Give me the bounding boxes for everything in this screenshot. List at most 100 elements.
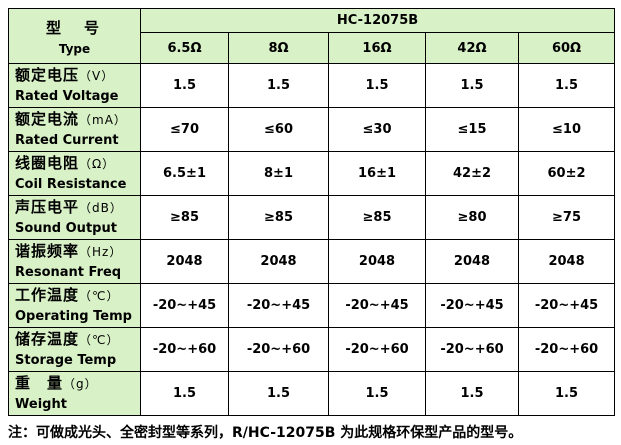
row-label-unit: （V）: [79, 68, 115, 83]
value-cell: 1.5: [517, 371, 616, 416]
value-cell: -20~+45: [425, 283, 519, 328]
row-label-unit: （dB）: [79, 200, 123, 215]
value-cell: ≥80: [425, 195, 519, 240]
value-cell: 2048: [228, 239, 329, 284]
value-cell: 2048: [517, 239, 616, 284]
value-cell: 1.5: [425, 371, 519, 416]
row-label-unit: （Ω）: [79, 156, 116, 171]
value-cell: ≤15: [425, 107, 519, 152]
value-cell: 2048: [328, 239, 426, 284]
value-cell: ≤60: [228, 107, 329, 152]
row-label-cn: 重 量: [15, 373, 64, 392]
row-label-en: Sound Output: [15, 220, 117, 236]
data-row: 线圈电阻（Ω） Coil Resistance 6.5±1 8±1 16±1 42±2 60…: [8, 151, 616, 196]
row-label: 谐振频率（Hz） Resonant Freq: [8, 239, 141, 284]
value-cell: 2048: [425, 239, 519, 284]
row-label: 额定电流（mA） Rated Current: [8, 107, 141, 152]
value-cell: 2048: [140, 239, 229, 284]
row-label: 声压电平（dB） Sound Output: [8, 195, 141, 240]
row-label-cn: 储存温度: [15, 329, 80, 348]
row-label-cn-line: 谐振频率（Hz）: [15, 241, 140, 263]
value-cell: 1.5: [228, 371, 329, 416]
value-cell: -20~+60: [328, 327, 426, 372]
row-label-cn-line: 额定电压（V）: [15, 65, 140, 87]
type-label-cn: 型 号: [45, 18, 103, 37]
row-label-cn-line: 额定电流（mA）: [15, 109, 140, 131]
row-label-en: Resonant Freq: [15, 264, 122, 280]
value-cell: 1.5: [328, 63, 426, 108]
row-label-cn-line: 储存温度（℃）: [15, 329, 140, 351]
value-cell: -20~+60: [140, 327, 229, 372]
value-cell: ≤10: [517, 107, 616, 152]
row-label-cn-line: 工作温度（℃）: [15, 285, 140, 307]
footnote: 注：可做成光头、全密封型等系列，R/HC-12075B 为此规格环保型产品的型号…: [8, 425, 523, 441]
row-label: 额定电压（V） Rated Voltage: [8, 63, 141, 108]
row-label-unit: （mA）: [79, 112, 127, 127]
value-cell: -20~+60: [228, 327, 329, 372]
column-header: 60Ω: [517, 32, 616, 64]
row-label: 工作温度（℃） Operating Temp: [8, 283, 141, 328]
row-label: 线圈电阻（Ω） Coil Resistance: [8, 151, 141, 196]
value-cell: -20~+45: [328, 283, 426, 328]
value-cell: 1.5: [328, 371, 426, 416]
row-label: 储存温度（℃） Storage Temp: [8, 327, 141, 372]
row-label-unit: （Hz）: [79, 244, 123, 259]
header-row: 型 号 Type HC-12075B: [8, 8, 616, 64]
column-header: 16Ω: [328, 32, 426, 64]
row-label-en: Rated Voltage: [15, 88, 119, 104]
row-label-unit: （g）: [63, 376, 98, 391]
row-label: 重 量（g） Weight: [8, 371, 141, 416]
value-cell: ≥85: [228, 195, 329, 240]
value-cell: -20~+45: [228, 283, 329, 328]
row-label-cn: 声压电平: [15, 197, 80, 216]
column-header: 6.5Ω: [140, 32, 229, 64]
row-label-en: Operating Temp: [15, 308, 132, 324]
data-row: 工作温度（℃） Operating Temp -20~+45 -20~+45 -20~+…: [8, 283, 616, 328]
value-cell: 60±2: [517, 151, 616, 196]
value-cell: -20~+45: [140, 283, 229, 328]
model-cell: HC-12075B: [139, 8, 616, 33]
value-cell: 1.5: [228, 63, 329, 108]
row-label-unit: （℃）: [79, 288, 120, 303]
value-cell: 1.5: [140, 371, 229, 416]
data-row: 谐振频率（Hz） Resonant Freq 2048 2048 2048 2048 204…: [8, 239, 616, 284]
value-cell: 1.5: [517, 63, 616, 108]
value-cell: ≤30: [328, 107, 426, 152]
spec-table: 型 号 Type HC-12075B 6.5Ω 8Ω 16Ω 42Ω 60Ω 额定电压（V） Ra…: [8, 8, 616, 416]
value-cell: 16±1: [328, 151, 426, 196]
row-label-en: Coil Resistance: [15, 176, 127, 192]
data-row: 额定电流（mA） Rated Current ≤70 ≤60 ≤30 ≤15 ≤10: [8, 107, 616, 152]
row-label-en: Weight: [15, 396, 67, 412]
row-label-cn: 谐振频率: [15, 241, 80, 260]
type-label-en: Type: [58, 41, 91, 56]
row-label-cn: 额定电流: [15, 109, 80, 128]
value-cell: 1.5: [140, 63, 229, 108]
data-row: 额定电压（V） Rated Voltage 1.5 1.5 1.5 1.5 1.5: [8, 63, 616, 108]
row-label-cn: 线圈电阻: [15, 153, 80, 172]
value-cell: ≥75: [517, 195, 616, 240]
row-label-en: Rated Current: [15, 132, 119, 148]
column-header: 8Ω: [228, 32, 329, 64]
type-cell: 型 号 Type: [8, 8, 141, 64]
row-label-cn: 工作温度: [15, 285, 80, 304]
value-cell: ≤70: [140, 107, 229, 152]
column-header: 42Ω: [425, 32, 519, 64]
row-label-cn: 额定电压: [15, 65, 80, 84]
value-cell: -20~+60: [425, 327, 519, 372]
row-label-en: Storage Temp: [15, 352, 117, 368]
value-cell: 6.5±1: [140, 151, 229, 196]
value-cell: 1.5: [425, 63, 519, 108]
row-label-cn-line: 线圈电阻（Ω）: [15, 153, 140, 175]
value-cell: -20~+45: [517, 283, 616, 328]
data-row: 重 量（g） Weight 1.5 1.5 1.5 1.5 1.5: [8, 371, 616, 416]
data-row: 声压电平（dB） Sound Output ≥85 ≥85 ≥85 ≥80 ≥75: [8, 195, 616, 240]
value-cell: ≥85: [328, 195, 426, 240]
value-cell: -20~+60: [517, 327, 616, 372]
header-row: 6.5Ω 8Ω 16Ω 42Ω 60Ω: [9, 32, 616, 64]
row-label-unit: （℃）: [79, 332, 120, 347]
value-cell: ≥85: [140, 195, 229, 240]
data-row: 储存温度（℃） Storage Temp -20~+60 -20~+60 -20~+60…: [8, 327, 616, 372]
value-cell: 8±1: [228, 151, 329, 196]
row-label-cn-line: 声压电平（dB）: [15, 197, 140, 219]
